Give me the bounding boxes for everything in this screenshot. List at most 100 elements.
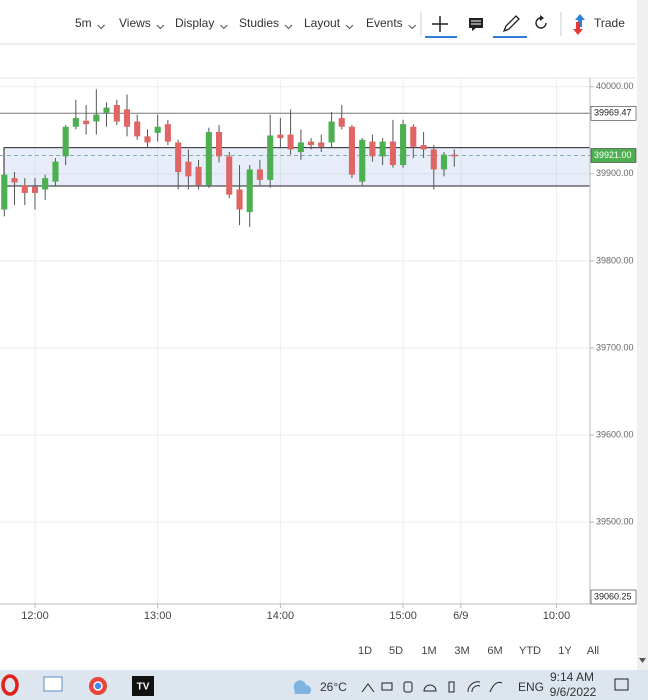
candle-body xyxy=(297,142,304,153)
candle-body xyxy=(154,126,161,133)
menu-1[interactable]: Views xyxy=(119,16,151,30)
weather-icon xyxy=(293,680,312,694)
candle-body xyxy=(42,178,49,190)
menu-3[interactable]: Studies xyxy=(239,16,279,30)
tray-chevron[interactable] xyxy=(361,683,375,693)
candle-body xyxy=(430,149,437,170)
menu-2[interactable]: Display xyxy=(175,16,214,30)
tradingview-icon[interactable] xyxy=(132,676,154,696)
y-tick-label: 39700.00 xyxy=(596,342,634,352)
menu-4[interactable]: Layout xyxy=(304,16,341,30)
y-tick-label: 39600.00 xyxy=(596,429,634,439)
y-tick-label: 39900.00 xyxy=(596,168,634,178)
menu-chevron xyxy=(220,24,228,30)
x-tick-label: 12:00 xyxy=(21,610,49,622)
tv-logo: TV xyxy=(137,682,150,693)
menu-5[interactable]: Events xyxy=(366,16,403,30)
price-tag xyxy=(590,105,637,121)
y-tick-label: 39500.00 xyxy=(596,517,634,527)
candle-body xyxy=(246,169,253,213)
candle-body xyxy=(31,186,39,193)
candle-body xyxy=(256,169,263,180)
candle-body xyxy=(195,166,202,186)
notifications[interactable] xyxy=(614,678,629,691)
price-tag xyxy=(590,148,637,163)
range-button[interactable]: YTD xyxy=(519,645,541,657)
candle-body xyxy=(83,120,90,125)
clock-time[interactable]: 9:14 AM xyxy=(550,670,594,684)
menu-0[interactable]: 5m xyxy=(75,16,92,30)
language[interactable]: ENG xyxy=(518,680,544,694)
candle-body xyxy=(123,109,131,127)
range-button[interactable]: 6M xyxy=(487,645,502,657)
candle-body xyxy=(420,145,427,150)
candle-body xyxy=(236,189,243,210)
candle-body xyxy=(318,142,325,147)
menu-chevron xyxy=(97,24,106,30)
candle-body xyxy=(205,131,212,186)
x-tick-label: 15:00 xyxy=(389,610,417,622)
menu-chevron xyxy=(156,24,165,30)
taskbar: TV 26°C ENG 9:14 AM 9/6/2022 xyxy=(0,670,648,700)
candle-body xyxy=(379,141,386,157)
range-button[interactable]: 5D xyxy=(389,645,403,657)
candle-body xyxy=(287,134,294,150)
candle-body xyxy=(308,141,315,146)
clock-date[interactable]: 9/6/2022 xyxy=(550,685,597,699)
price-tag-label: 39969.47 xyxy=(594,108,632,118)
candle-body xyxy=(134,121,141,137)
comment-tool[interactable] xyxy=(469,18,483,31)
x-tick-label: 6/9 xyxy=(453,610,468,622)
candle-body xyxy=(328,121,335,143)
candle-body xyxy=(11,178,18,183)
candle-body xyxy=(451,154,458,157)
candle-body xyxy=(93,114,100,122)
range-button[interactable]: 3M xyxy=(454,645,469,657)
trade-icon[interactable] xyxy=(573,14,585,35)
crosshair-tool[interactable] xyxy=(425,16,457,38)
menu-chevron xyxy=(408,24,417,30)
candle-body xyxy=(348,126,355,175)
price-tag xyxy=(590,589,637,605)
range-button[interactable]: 1D xyxy=(358,645,372,657)
zone-box xyxy=(3,147,591,187)
scrollbar[interactable] xyxy=(637,0,648,670)
candle-body xyxy=(52,161,59,182)
menu-chevron xyxy=(284,24,293,30)
candle-body xyxy=(62,126,69,157)
range-button[interactable]: 1Y xyxy=(558,645,572,657)
candle-body xyxy=(267,135,274,180)
x-tick-label: 10:00 xyxy=(543,610,571,622)
refresh-tool[interactable] xyxy=(535,15,547,29)
candle-body xyxy=(440,154,448,170)
candle-body xyxy=(144,136,151,143)
toolbar: Trade 5m Views Display Studies Layout Events xyxy=(0,12,636,45)
candle-body xyxy=(400,124,407,166)
candle-body xyxy=(215,131,223,157)
candle-body xyxy=(359,139,366,182)
menu-chevron xyxy=(345,24,354,30)
x-tick-label: 14:00 xyxy=(267,610,295,622)
opera-icon[interactable] xyxy=(1,674,19,696)
candle-body xyxy=(389,141,396,166)
scroll-arrow[interactable] xyxy=(639,658,646,663)
candle-body xyxy=(226,156,233,195)
candle-body xyxy=(369,141,376,157)
candle-body xyxy=(164,124,171,142)
range-button[interactable]: 1M xyxy=(421,645,436,657)
price-tag-label: 39060.25 xyxy=(594,591,632,601)
range-bar: 1D 5D 1M 3M 6M YTD 1Y All xyxy=(358,645,599,657)
trade-button[interactable]: Trade xyxy=(594,16,625,30)
candle-body xyxy=(338,118,345,127)
candle-body xyxy=(113,104,120,122)
candle-body xyxy=(185,161,192,177)
draw-tool[interactable] xyxy=(493,15,527,38)
candle-body xyxy=(1,174,8,210)
range-button[interactable]: All xyxy=(587,645,599,657)
candle-body xyxy=(175,142,182,173)
app-icon[interactable] xyxy=(43,676,63,692)
candle-body xyxy=(410,126,417,147)
